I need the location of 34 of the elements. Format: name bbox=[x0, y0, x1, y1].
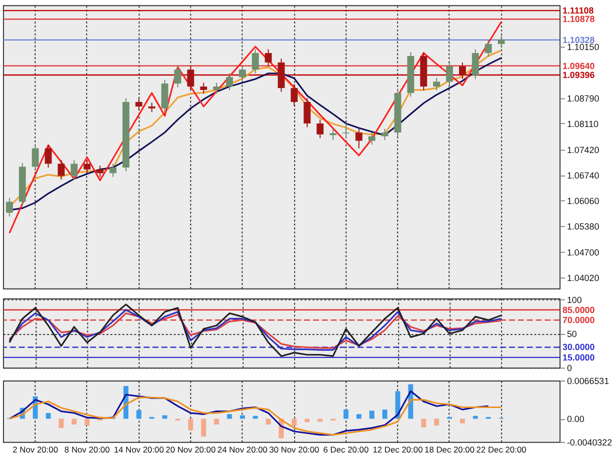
y-tick-label: 0.00 bbox=[566, 414, 584, 424]
y-tick-label: 1.06740 bbox=[566, 170, 600, 181]
y-tick-label: 1.08110 bbox=[566, 118, 599, 129]
ref-line-label: 1.10878 bbox=[562, 14, 595, 24]
ref-line-label: 15.0000 bbox=[562, 352, 595, 362]
y-tick-label: 1.05380 bbox=[566, 222, 600, 232]
x-tick-label: 6 Dec 20:00 bbox=[323, 444, 369, 454]
y-tick-label: 50 bbox=[566, 329, 577, 340]
ref-line-label: 1.09640 bbox=[562, 60, 595, 71]
x-tick-label: 24 Nov 20:00 bbox=[217, 444, 268, 454]
x-tick-label: 18 Dec 20:00 bbox=[424, 444, 475, 454]
y-tick-label: -0.0040322 bbox=[566, 437, 612, 448]
y-tick-label: 1.10150 bbox=[566, 42, 600, 52]
ref-line-label: 30.0000 bbox=[562, 342, 595, 352]
y-tick-label: 1.08790 bbox=[566, 93, 600, 104]
x-tick-label: 22 Dec 20:00 bbox=[476, 444, 527, 454]
y-tick-label: 1.06060 bbox=[566, 196, 600, 206]
x-tick-label: 20 Nov 20:00 bbox=[166, 444, 216, 454]
ref-line-label: 1.09396 bbox=[562, 70, 595, 80]
y-tick-label: 0 bbox=[566, 363, 572, 374]
y-tick-label: 1.04700 bbox=[566, 247, 600, 258]
y-tick-label: 0.0066531 bbox=[566, 376, 610, 386]
x-tick-label: 8 Nov 20:00 bbox=[64, 444, 110, 454]
ref-line-label: 1.11108 bbox=[562, 6, 594, 16]
x-tick-label: 12 Dec 20:00 bbox=[372, 444, 424, 454]
x-tick-label: 2 Nov 20:00 bbox=[12, 444, 58, 454]
x-tick-label: 30 Nov 20:00 bbox=[269, 444, 320, 454]
y-tick-label: 100 bbox=[566, 295, 582, 306]
y-tick-label: 1.04020 bbox=[566, 272, 600, 283]
y-tick-label: 1.07420 bbox=[566, 144, 600, 155]
ref-line-label: 1.10328 bbox=[562, 34, 595, 45]
ref-line-label: 70.0000 bbox=[562, 315, 595, 326]
ref-line-label: 85.0000 bbox=[562, 304, 595, 315]
x-tick-label: 14 Nov 20:00 bbox=[114, 444, 164, 454]
